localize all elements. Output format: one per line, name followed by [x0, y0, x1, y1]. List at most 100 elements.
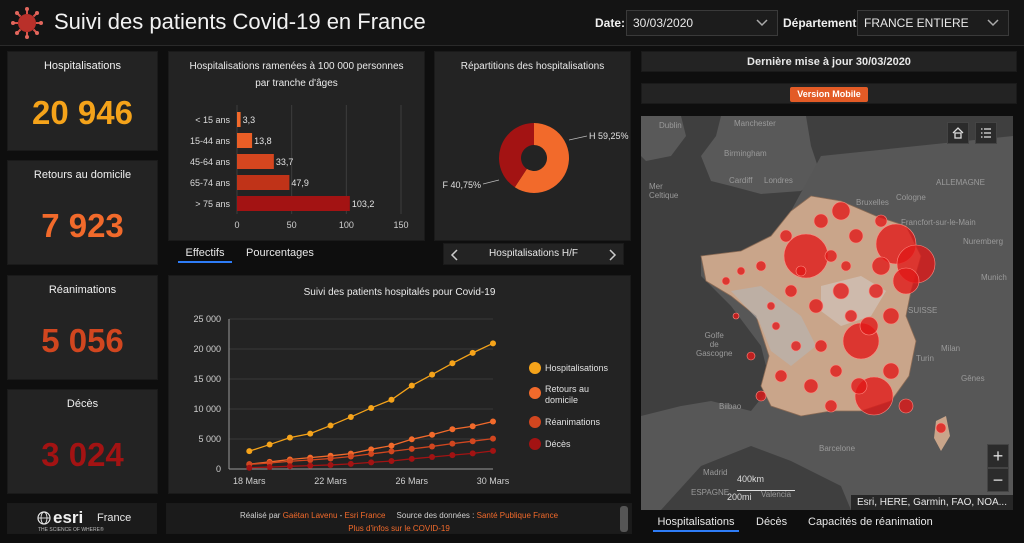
hospitalisation-bubble	[871, 256, 891, 276]
data-point	[347, 413, 354, 420]
map[interactable]: Dublin Manchester Birmingham Cardiff Lon…	[641, 116, 1013, 510]
tab-pourcentages[interactable]: Pourcentages	[246, 247, 314, 259]
y-tick-label: 25 000	[193, 314, 221, 324]
age-chart-panel: Hospitalisations ramenées à 100 000 pers…	[168, 51, 425, 241]
department-value: FRANCE ENTIERE	[864, 16, 969, 30]
legend-label-line: Retours au	[545, 384, 589, 394]
data-point	[368, 459, 375, 466]
category-label: 65-74 ans	[190, 178, 231, 188]
credits-company-link[interactable]: Esri France	[344, 511, 386, 520]
data-point	[490, 447, 496, 454]
mobile-panel: Version Mobile	[641, 83, 1017, 104]
map-label-barcelone: Barcelone	[819, 444, 856, 453]
map-label-bruxelles: Bruxelles	[856, 198, 889, 207]
zoom-in-button[interactable]: +	[987, 444, 1009, 468]
tab-map-capacites[interactable]: Capacités de réanimation	[808, 516, 933, 528]
category-label: < 15 ans	[195, 115, 230, 125]
credits-author-link[interactable]: Gaëtan Lavenu	[282, 511, 338, 520]
map-label-munich: Munich	[981, 273, 1007, 282]
zoom-out-button[interactable]: −	[987, 468, 1009, 492]
donut-title: Répartitions des hospitalisations	[460, 61, 605, 72]
data-point	[449, 360, 456, 367]
hospitalisation-bubble	[824, 399, 838, 413]
data-point	[429, 454, 436, 461]
data-point	[347, 453, 354, 460]
header: Suivi des patients Covid-19 en France Da…	[0, 0, 1024, 46]
home-icon	[952, 127, 964, 139]
data-point	[286, 463, 293, 470]
data-point	[388, 396, 395, 403]
legend-marker	[529, 362, 541, 374]
bar	[237, 133, 253, 148]
bar	[237, 112, 241, 127]
timeseries-line-chart: 0 5 000 10 000 15 000 20 000 25 000 18 Mars 22 …	[193, 314, 608, 486]
hospitalisation-bubble	[795, 265, 807, 277]
hospitalisation-bubble	[892, 267, 920, 295]
y-tick-label: 20 000	[193, 344, 221, 354]
data-point	[429, 443, 436, 450]
age-chart-tabs: Effectifs Pourcentages	[178, 245, 418, 265]
data-point	[469, 349, 476, 356]
date-value: 30/03/2020	[633, 16, 694, 30]
tab-map-hospitalisations[interactable]: Hospitalisations	[653, 514, 739, 532]
legend-button[interactable]	[975, 122, 997, 144]
department-select[interactable]: FRANCE ENTIERE	[857, 10, 1009, 36]
kpi-value: 3 024	[41, 436, 124, 473]
map-label-genes: Gênes	[961, 374, 985, 383]
timeseries-panel: Suivi des patients hospitalés pour Covid…	[168, 275, 631, 494]
tab-map-deces[interactable]: Décès	[756, 516, 788, 528]
x-tick-label: 18 Mars	[233, 476, 266, 486]
map-tabs: Hospitalisations Décès Capacités de réan…	[653, 514, 1013, 536]
x-tick-label: 50	[287, 220, 297, 230]
data-point	[347, 460, 354, 467]
map-canvas	[641, 116, 1013, 510]
map-attribution[interactable]: Esri, HERE, Garmin, FAO, NOA...	[850, 495, 1013, 510]
hospitalisation-bubble	[779, 229, 793, 243]
donut-panel: Répartitions des hospitalisations H 59,2…	[434, 51, 631, 241]
tab-effectifs[interactable]: Effectifs	[178, 245, 232, 263]
data-point	[327, 455, 334, 462]
globe-icon	[37, 511, 51, 525]
data-point	[246, 464, 253, 471]
leader-line	[482, 179, 500, 185]
chevron-left-icon[interactable]	[450, 249, 460, 261]
home-button[interactable]	[947, 122, 969, 144]
hospitalisation-bubble	[746, 351, 756, 361]
map-label-espagne: ESPAGNE	[691, 488, 730, 497]
x-tick-label: 26 Mars	[396, 476, 429, 486]
bar-value-label: 47,9	[291, 178, 309, 188]
kpi-reanimations: Réanimations 5 056	[7, 275, 158, 380]
chevron-right-icon[interactable]	[607, 249, 617, 261]
timeseries-title: Suivi des patients hospitalés pour Covid…	[303, 287, 496, 298]
map-label-valencia: Valencia	[761, 490, 792, 499]
data-point	[368, 446, 375, 453]
data-point	[490, 418, 496, 425]
more-info-link[interactable]: Plus d'infos sur le COVID-19	[348, 524, 450, 533]
app-title: Suivi des patients Covid-19 en France	[54, 9, 426, 34]
y-tick-label: 10 000	[193, 404, 221, 414]
esri-logo[interactable]: esri France THE SCIENCE OF WHERE®	[7, 503, 157, 534]
date-label: Date:	[595, 16, 626, 30]
scrollbar[interactable]	[620, 506, 628, 532]
category-label: 45-64 ans	[190, 157, 231, 167]
mobile-version-button[interactable]: Version Mobile	[790, 87, 868, 102]
data-point	[429, 371, 436, 378]
map-label-milan: Milan	[941, 344, 961, 353]
hospitalisation-bubble	[882, 362, 900, 380]
age-bar-chart: 0 50 100 150 < 15 ans 3,3 15-44 ans 13,8 45-64 a…	[190, 105, 409, 230]
data-point	[449, 452, 456, 459]
map-label-allemagne: ALLEMAGNE	[936, 178, 985, 187]
date-select[interactable]: 30/03/2020	[626, 10, 778, 36]
source-link[interactable]: Santé Publique France	[476, 511, 559, 520]
data-point	[368, 450, 375, 457]
legend-marker	[529, 416, 541, 428]
source-prefix: Source des données :	[396, 511, 475, 520]
data-point	[469, 450, 476, 457]
data-point	[408, 436, 415, 443]
hospitalisation-bubble	[844, 309, 858, 323]
y-tick-label: 15 000	[193, 374, 221, 384]
bar	[237, 175, 290, 190]
department-label: Département:	[783, 16, 861, 30]
data-point	[490, 435, 496, 442]
data-point	[266, 464, 273, 471]
